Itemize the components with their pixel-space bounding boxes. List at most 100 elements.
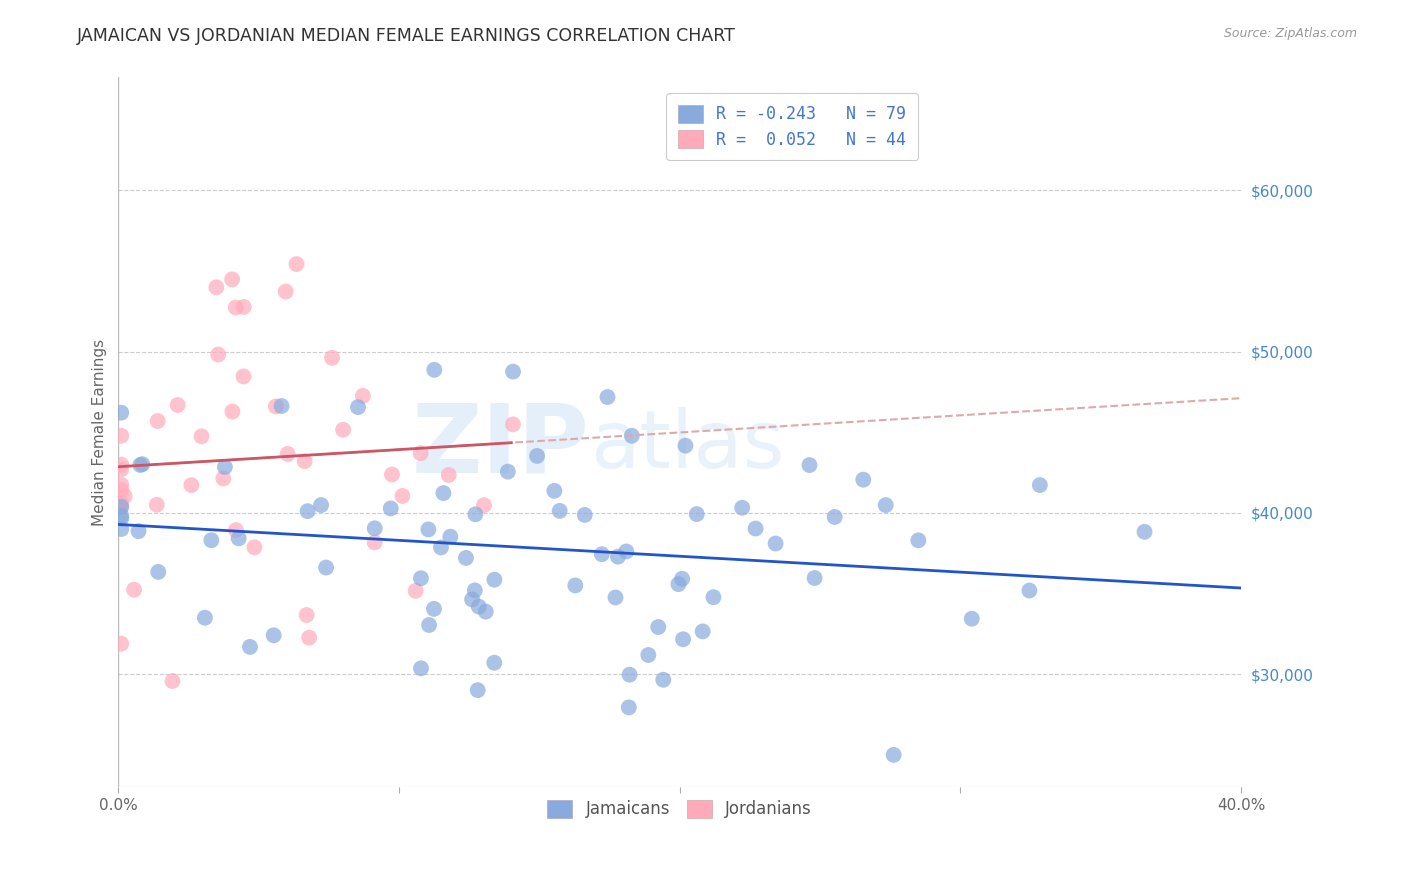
Point xyxy=(409,661,432,675)
Point xyxy=(1133,524,1156,539)
Point xyxy=(692,624,714,639)
Point xyxy=(221,272,243,286)
Point xyxy=(274,285,297,299)
Point xyxy=(232,300,254,314)
Point xyxy=(526,449,548,463)
Point xyxy=(294,454,316,468)
Point xyxy=(380,501,402,516)
Point xyxy=(607,549,630,564)
Point xyxy=(472,498,495,512)
Point xyxy=(591,547,613,561)
Point xyxy=(824,510,846,524)
Point xyxy=(605,591,627,605)
Point xyxy=(277,447,299,461)
Point xyxy=(225,523,247,537)
Point xyxy=(418,523,440,537)
Point xyxy=(131,457,153,471)
Point xyxy=(647,620,669,634)
Point xyxy=(409,571,432,585)
Point xyxy=(430,541,453,555)
Point xyxy=(110,511,132,525)
Point xyxy=(564,578,586,592)
Point xyxy=(363,521,385,535)
Point xyxy=(1029,478,1052,492)
Point xyxy=(464,508,486,522)
Point xyxy=(437,468,460,483)
Point xyxy=(502,417,524,432)
Point xyxy=(439,530,461,544)
Point xyxy=(391,489,413,503)
Point xyxy=(110,483,132,497)
Point xyxy=(110,522,132,536)
Point xyxy=(295,607,318,622)
Point xyxy=(652,673,675,687)
Point xyxy=(332,423,354,437)
Point xyxy=(297,504,319,518)
Point xyxy=(207,347,229,361)
Point xyxy=(214,460,236,475)
Point xyxy=(548,504,571,518)
Point xyxy=(180,478,202,492)
Point xyxy=(418,618,440,632)
Point xyxy=(702,591,724,605)
Point xyxy=(673,439,696,453)
Point xyxy=(543,483,565,498)
Point xyxy=(614,544,637,558)
Point xyxy=(110,406,132,420)
Point xyxy=(148,565,170,579)
Point xyxy=(225,301,247,315)
Point xyxy=(221,404,243,418)
Point xyxy=(212,471,235,485)
Point xyxy=(264,400,287,414)
Point xyxy=(146,414,169,428)
Point xyxy=(671,572,693,586)
Point xyxy=(960,612,983,626)
Point xyxy=(731,500,754,515)
Point xyxy=(194,610,217,624)
Point xyxy=(110,458,132,472)
Point xyxy=(484,573,506,587)
Point xyxy=(617,700,640,714)
Point xyxy=(190,429,212,443)
Point xyxy=(110,462,132,476)
Point xyxy=(744,522,766,536)
Point xyxy=(1018,583,1040,598)
Point xyxy=(423,602,446,616)
Point xyxy=(502,365,524,379)
Text: atlas: atlas xyxy=(591,408,785,485)
Point xyxy=(145,498,167,512)
Point xyxy=(162,673,184,688)
Point xyxy=(423,363,446,377)
Point xyxy=(668,577,690,591)
Point xyxy=(381,467,404,482)
Point xyxy=(619,667,641,681)
Point xyxy=(110,508,132,523)
Point xyxy=(474,605,496,619)
Point xyxy=(352,389,374,403)
Point xyxy=(122,582,145,597)
Point xyxy=(110,477,132,491)
Point xyxy=(298,631,321,645)
Point xyxy=(270,399,292,413)
Point xyxy=(114,489,136,503)
Point xyxy=(128,524,150,538)
Legend: Jamaicans, Jordanians: Jamaicans, Jordanians xyxy=(541,793,818,825)
Point xyxy=(883,747,905,762)
Point xyxy=(110,496,132,510)
Y-axis label: Median Female Earnings: Median Female Earnings xyxy=(93,339,107,526)
Point xyxy=(875,498,897,512)
Point xyxy=(686,507,709,521)
Point xyxy=(907,533,929,548)
Point xyxy=(228,532,250,546)
Point xyxy=(637,648,659,662)
Point xyxy=(454,550,477,565)
Text: JAMAICAN VS JORDANIAN MEDIAN FEMALE EARNINGS CORRELATION CHART: JAMAICAN VS JORDANIAN MEDIAN FEMALE EARN… xyxy=(77,27,737,45)
Point xyxy=(321,351,343,365)
Point xyxy=(110,500,132,514)
Point xyxy=(620,429,643,443)
Point xyxy=(574,508,596,522)
Text: ZIP: ZIP xyxy=(412,400,591,493)
Point xyxy=(232,369,254,384)
Point xyxy=(285,257,308,271)
Point xyxy=(405,583,427,598)
